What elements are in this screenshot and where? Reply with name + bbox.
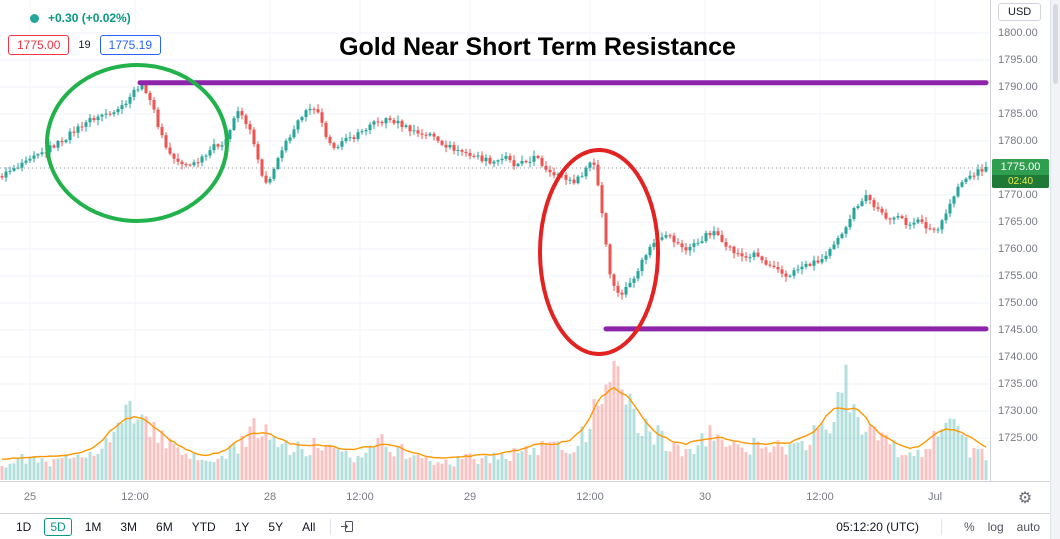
- buy-ask-button[interactable]: 1775.19: [99, 35, 162, 55]
- price-axis-label: 1760.00: [998, 243, 1038, 255]
- sell-bid-button[interactable]: 1775.00: [8, 35, 70, 55]
- price-axis-label: 1765.00: [998, 216, 1038, 228]
- last-price-value: 1775.00: [1000, 161, 1041, 173]
- toolbar-right-group: 05:12:20 (UTC) % log auto: [836, 518, 1040, 535]
- price-axis-label: 1725.00: [998, 432, 1038, 444]
- time-axis-label: 29: [463, 491, 477, 503]
- time-axis-label: Jul: [927, 491, 943, 503]
- volume-ma-line: [1, 386, 987, 461]
- price-axis-label: 1800.00: [998, 27, 1038, 39]
- price-axis-label: 1745.00: [998, 324, 1038, 336]
- price-axis-label: 1750.00: [998, 297, 1038, 309]
- time-axis-label: 25: [23, 491, 37, 503]
- price-axis-label: 1740.00: [998, 351, 1038, 363]
- volume-bars: [0, 360, 988, 480]
- candles: [0, 81, 988, 300]
- price-axis-label: 1730.00: [998, 405, 1038, 417]
- axis-corner: ⚙: [990, 481, 1060, 514]
- time-axis-label: 12:00: [806, 491, 834, 503]
- price-axis-label: 1795.00: [998, 54, 1038, 66]
- price-axis-label: 1755.00: [998, 270, 1038, 282]
- settings-gear-icon[interactable]: ⚙: [1017, 490, 1033, 507]
- scrollbar-thumb[interactable]: [1053, 4, 1058, 84]
- last-price-badge: 1775.00 02:40: [992, 159, 1049, 188]
- chart-title: Gold Near Short Term Resistance: [339, 33, 736, 61]
- price-axis-label: 1770.00: [998, 189, 1038, 201]
- range-button-3m[interactable]: 3M: [120, 519, 138, 534]
- time-axis-label: 28: [263, 491, 277, 503]
- spread-value: 19: [78, 39, 91, 51]
- range-button-6m[interactable]: 6M: [156, 519, 173, 534]
- range-button-1y[interactable]: 1Y: [234, 519, 250, 534]
- market-status-dot: [30, 13, 39, 23]
- time-axis[interactable]: 25 12:00 28 12:00 29 12:00 30 12:00 Jul: [0, 481, 990, 514]
- currency-button[interactable]: USD: [998, 3, 1042, 21]
- price-change-text: +0.30 (+0.02%): [48, 11, 131, 25]
- range-button-ytd[interactable]: YTD: [191, 519, 216, 534]
- range-button-5d[interactable]: 5D: [44, 517, 72, 536]
- price-axis-label: 1790.00: [998, 81, 1038, 93]
- range-button-5y[interactable]: 5Y: [268, 519, 284, 534]
- price-axis-label: 1780.00: [998, 135, 1038, 147]
- price-axis-label: 1785.00: [998, 108, 1038, 120]
- range-button-all[interactable]: All: [302, 519, 316, 534]
- time-axis-label: 30: [698, 491, 712, 503]
- chart-pane[interactable]: +0.30 (+0.02%) 1775.00 19 1775.19 Gold N…: [0, 0, 990, 481]
- clock[interactable]: 05:12:20 (UTC): [836, 519, 919, 534]
- price-axis[interactable]: 1800.00 1795.00 1790.00 1785.00 1780.00 1775.…: [990, 0, 1051, 481]
- log-scale-toggle[interactable]: log: [987, 519, 1004, 534]
- chart-svg: [0, 32, 990, 480]
- bottom-toolbar: 1D 5D 1M 3M 6M YTD 1Y 5Y All 05:12:20 (UTC) % lo…: [0, 513, 1050, 539]
- toolbar-divider: [330, 518, 332, 535]
- symbol-status-row: +0.30 (+0.02%): [30, 11, 131, 25]
- time-axis-label: 12:00: [346, 491, 374, 503]
- percent-scale-toggle[interactable]: %: [963, 519, 975, 534]
- range-button-1d[interactable]: 1D: [16, 519, 32, 534]
- goto-date-icon[interactable]: [340, 519, 355, 534]
- time-axis-label: 12:00: [121, 491, 149, 503]
- time-axis-label: 12:00: [576, 491, 604, 503]
- green-circle-annotation[interactable]: [45, 63, 229, 223]
- price-axis-label: 1735.00: [998, 378, 1038, 390]
- range-buttons: 1D 5D 1M 3M 6M YTD 1Y 5Y All: [10, 517, 321, 536]
- bar-countdown: 02:40: [992, 175, 1049, 188]
- right-scrollbar[interactable]: [1050, 0, 1060, 539]
- range-button-1m[interactable]: 1M: [84, 519, 102, 534]
- auto-scale-toggle[interactable]: auto: [1016, 519, 1040, 534]
- bid-ask-row: 1775.00 19 1775.19: [8, 35, 162, 55]
- toolbar-divider: [940, 518, 942, 535]
- red-circle-annotation[interactable]: [538, 148, 660, 356]
